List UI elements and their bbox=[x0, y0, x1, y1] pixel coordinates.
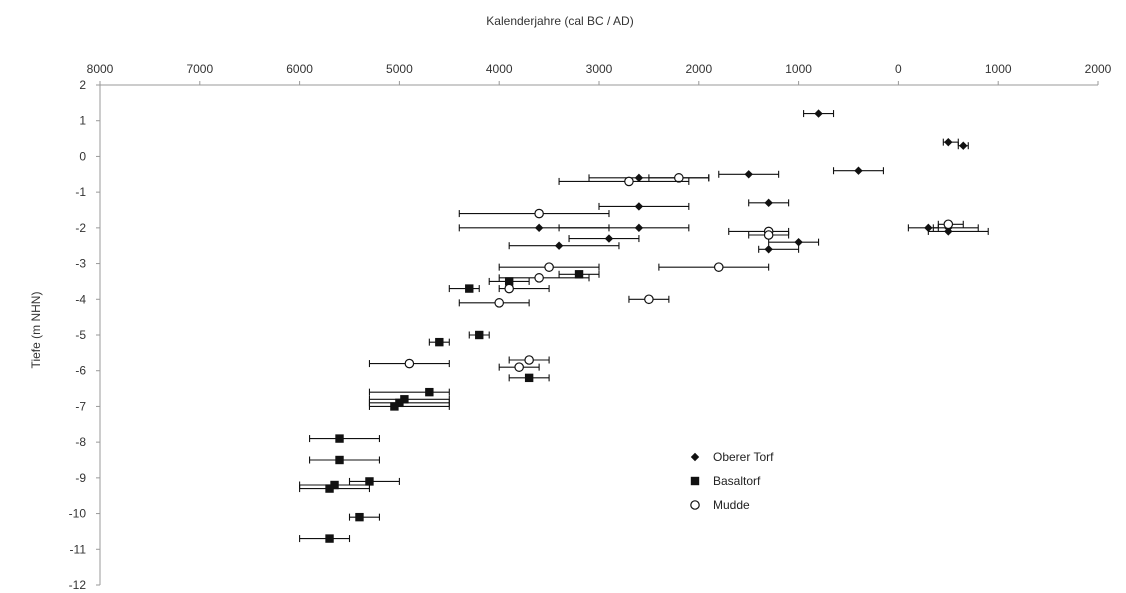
basaltorf-point bbox=[325, 534, 334, 543]
basaltorf-point bbox=[330, 480, 339, 490]
basaltorf-point bbox=[400, 395, 409, 404]
x-axis-title: Kalenderjahre (cal BC / AD) bbox=[486, 14, 633, 28]
y-tick-label: -10 bbox=[69, 507, 87, 521]
mudde-point bbox=[674, 173, 684, 183]
y-tick-label: -11 bbox=[70, 542, 87, 556]
mudde-point bbox=[644, 294, 654, 305]
basaltorf-point bbox=[335, 434, 344, 443]
x-tick-label: 6000 bbox=[286, 62, 313, 76]
y-tick-label: -5 bbox=[75, 328, 86, 342]
y-tick-label: 1 bbox=[79, 114, 86, 128]
x-tick-label: 2000 bbox=[685, 62, 712, 76]
y-tick-label: -2 bbox=[75, 221, 86, 235]
oberer-torf-point bbox=[944, 227, 953, 236]
oberer-torf-point bbox=[764, 198, 773, 208]
legend-label-mudde: Mudde bbox=[713, 498, 750, 512]
legend-marker-mudde bbox=[690, 500, 700, 510]
basaltorf-point bbox=[335, 455, 344, 465]
y-tick-label: 2 bbox=[79, 78, 86, 92]
mudde-point bbox=[404, 358, 415, 369]
y-tick-label: -1 bbox=[75, 185, 86, 199]
basaltorf-point bbox=[325, 484, 334, 493]
mudde-point bbox=[504, 283, 514, 294]
oberer-torf-point bbox=[604, 234, 614, 243]
basaltorf-point bbox=[504, 277, 514, 286]
oberer-torf-point bbox=[814, 109, 823, 118]
x-tick-label: 3000 bbox=[586, 62, 613, 76]
y-tick-label: -12 bbox=[69, 578, 87, 592]
basaltorf-point bbox=[425, 387, 434, 397]
oberer-torf-point bbox=[959, 141, 968, 150]
basaltorf-point bbox=[524, 373, 534, 383]
legend-label-oberer-torf: Oberer Torf bbox=[713, 450, 774, 464]
basaltorf-point bbox=[475, 330, 484, 340]
oberer-torf-point bbox=[794, 237, 803, 247]
oberer-torf-point bbox=[534, 223, 544, 233]
legend: Oberer Torf Basaltorf Mudde bbox=[690, 450, 774, 512]
basaltorf-point bbox=[395, 398, 404, 408]
mudde-point bbox=[763, 230, 774, 240]
basaltorf-point bbox=[355, 512, 364, 522]
y-tick-label: -8 bbox=[75, 435, 86, 449]
legend-marker-oberer-torf bbox=[690, 452, 700, 462]
x-tick-label: 7000 bbox=[186, 62, 213, 76]
x-tick-label: 4000 bbox=[486, 62, 513, 76]
oberer-torf-point bbox=[744, 170, 753, 179]
basaltorf-point bbox=[574, 270, 584, 279]
mudde-point bbox=[943, 219, 954, 230]
y-tick-label: -4 bbox=[75, 292, 86, 306]
y-tick-label: -9 bbox=[75, 471, 86, 485]
oberer-torf-point bbox=[944, 137, 953, 147]
mudde-point bbox=[524, 355, 534, 365]
legend-marker-basaltorf bbox=[690, 476, 700, 486]
y-axis-title: Tiefe (m NHN) bbox=[29, 292, 43, 369]
plot-area: 8000 7000 6000 5000 4000 3000 2000 1000 0 1000 200… bbox=[69, 62, 1112, 592]
x-tick-label: 0 bbox=[895, 62, 902, 76]
x-tick-label: 2000 bbox=[1085, 62, 1112, 76]
mudde-point bbox=[713, 262, 724, 272]
y-tick-label: -7 bbox=[75, 399, 86, 413]
oberer-torf-point bbox=[924, 223, 933, 233]
x-tick-label: 1000 bbox=[985, 62, 1012, 76]
basaltorf-point bbox=[435, 337, 444, 347]
legend-label-basaltorf: Basaltorf bbox=[713, 474, 761, 488]
oberer-torf-point bbox=[764, 245, 773, 254]
mudde-point bbox=[624, 176, 634, 187]
mudde-point bbox=[494, 298, 504, 308]
y-tick-label: -3 bbox=[75, 257, 86, 271]
basaltorf-point bbox=[465, 284, 474, 293]
oberer-torf-point bbox=[634, 202, 644, 211]
mudde-point bbox=[534, 273, 544, 283]
y-tick-label: -6 bbox=[75, 364, 86, 378]
x-tick-label: 8000 bbox=[87, 62, 114, 76]
oberer-torf-point bbox=[634, 173, 644, 183]
basaltorf-point bbox=[365, 477, 374, 486]
basaltorf-point bbox=[390, 402, 399, 411]
mudde-point bbox=[544, 262, 554, 272]
x-tick-label: 1000 bbox=[785, 62, 812, 76]
y-tick-label: 0 bbox=[79, 149, 86, 163]
mudde-point bbox=[514, 362, 524, 372]
x-tick-label: 5000 bbox=[386, 62, 413, 76]
oberer-torf-point bbox=[854, 166, 863, 175]
oberer-torf-point bbox=[634, 223, 644, 233]
mudde-point bbox=[534, 208, 544, 219]
oberer-torf-point bbox=[554, 241, 564, 250]
